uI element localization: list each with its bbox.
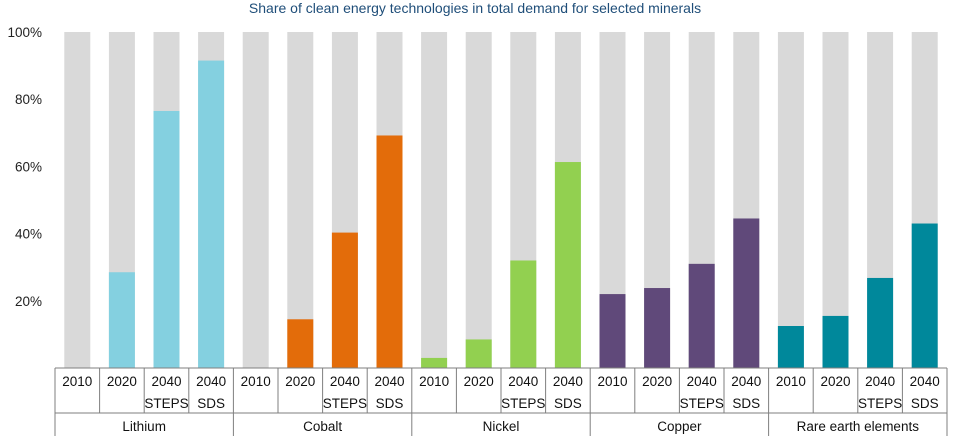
y-tick-label: 80% [15, 92, 42, 107]
bar-copper-2 [688, 263, 715, 368]
bar-rare-earth-elements-2 [867, 277, 894, 368]
bar-cobalt-2 [331, 232, 358, 368]
bar-nickel-0 [421, 357, 448, 368]
y-tick-label: 20% [15, 294, 42, 309]
x-tick-label: 2040 [553, 374, 583, 389]
bar-rare-earth-elements-3 [911, 223, 938, 368]
x-tick-label: 2040 [731, 374, 761, 389]
background-bar [465, 32, 492, 368]
x-tick-label: 2020 [642, 374, 672, 389]
background-bar [64, 32, 91, 368]
background-bar [287, 32, 314, 368]
x-tick-label: 2010 [419, 374, 449, 389]
bar-copper-0 [599, 294, 626, 368]
bar-rare-earth-elements-1 [822, 315, 849, 368]
x-tick-label: 2020 [820, 374, 850, 389]
background-bar [421, 32, 448, 368]
x-tick-sublabel: SDS [376, 396, 404, 411]
y-axis: 20% 40% 60% 80% 100% [7, 25, 42, 309]
bar-lithium-3 [198, 60, 225, 369]
x-tick-label: 2040 [151, 374, 181, 389]
value-bars [108, 60, 938, 369]
group-label: Nickel [483, 419, 520, 434]
bar-copper-1 [644, 288, 671, 368]
bar-rare-earth-elements-0 [777, 326, 804, 368]
x-tick-label: 2020 [464, 374, 494, 389]
background-bar [822, 32, 849, 368]
group-label: Lithium [122, 419, 166, 434]
x-tick-sublabel: SDS [911, 396, 939, 411]
bar-copper-3 [733, 218, 760, 368]
x-tick-sublabel: SDS [197, 396, 225, 411]
bar-cobalt-1 [287, 319, 314, 368]
group-label: Cobalt [303, 419, 342, 434]
bar-nickel-3 [554, 162, 581, 368]
x-tick-sublabel: STEPS [323, 396, 367, 411]
bar-nickel-2 [510, 260, 537, 368]
x-tick-sublabel: STEPS [858, 396, 902, 411]
x-tick-sublabel: STEPS [680, 396, 724, 411]
x-tick-label: 2040 [508, 374, 538, 389]
x-tick-label: 2040 [330, 374, 360, 389]
x-tick-label: 2010 [241, 374, 271, 389]
x-tick-label: 2040 [910, 374, 940, 389]
y-tick-label: 60% [15, 159, 42, 174]
y-tick-label: 40% [15, 227, 42, 242]
x-tick-label: 2020 [285, 374, 315, 389]
group-label: Rare earth elements [797, 419, 920, 434]
x-tick-label: 2040 [374, 374, 404, 389]
bar-cobalt-3 [376, 135, 403, 368]
x-tick-label: 2010 [597, 374, 627, 389]
x-tick-sublabel: STEPS [501, 396, 545, 411]
x-tick-sublabel: SDS [732, 396, 760, 411]
chart-title: Share of clean energy technologies in to… [249, 0, 701, 16]
background-bar [777, 32, 804, 368]
background-bars [64, 32, 938, 368]
y-tick-label: 100% [7, 25, 42, 40]
background-bar [242, 32, 269, 368]
x-tick-label: 2010 [776, 374, 806, 389]
group-label: Copper [657, 419, 702, 434]
x-tick-label: 2010 [62, 374, 92, 389]
x-tick-sublabel: SDS [554, 396, 582, 411]
x-tick-label: 2040 [865, 374, 895, 389]
x-tick-label: 2040 [196, 374, 226, 389]
bar-nickel-1 [465, 339, 492, 368]
x-tick-label: 2040 [687, 374, 717, 389]
x-axis: 2010 2020 2040 STEPS 2040 SDS Lithium 2010 2020 2… [54, 367, 948, 436]
x-tick-sublabel: STEPS [144, 396, 188, 411]
x-tick-label: 2020 [107, 374, 137, 389]
bar-lithium-2 [153, 110, 180, 369]
bar-lithium-1 [108, 272, 135, 368]
